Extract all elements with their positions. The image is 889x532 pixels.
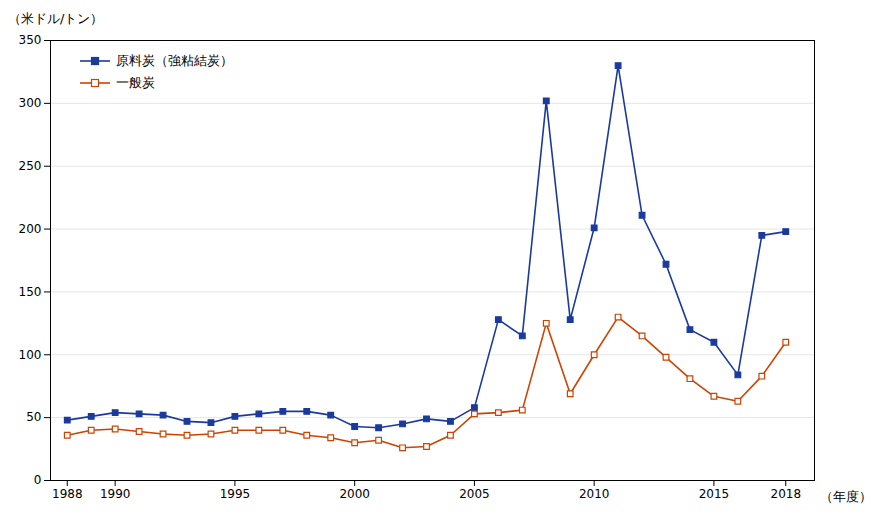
svg-text:2005: 2005 [459, 487, 490, 501]
svg-text:0: 0 [34, 473, 42, 487]
svg-text:100: 100 [19, 348, 42, 362]
html-text:（年度）: （年度） [820, 489, 872, 504]
svg-text:2000: 2000 [339, 487, 370, 501]
svg-text:300: 300 [19, 96, 42, 110]
svg-text:200: 200 [19, 222, 42, 236]
svg-text:2018: 2018 [770, 487, 801, 501]
svg-text:1990: 1990 [100, 487, 131, 501]
svg-text:50: 50 [26, 410, 41, 424]
svg-text:1988: 1988 [52, 487, 83, 501]
svg-text:350: 350 [19, 33, 42, 47]
svg-text:150: 150 [19, 285, 42, 299]
svg-text:2010: 2010 [579, 487, 610, 501]
html-text:一般炭: 一般炭 [116, 75, 155, 90]
svg-text:250: 250 [19, 159, 42, 173]
html-text:（米ドル/トン）: （米ドル/トン） [8, 11, 104, 26]
html-text:原料炭（強粘結炭）: 原料炭（強粘結炭） [116, 53, 233, 68]
svg-text:1995: 1995 [220, 487, 251, 501]
svg-text:2015: 2015 [699, 487, 730, 501]
